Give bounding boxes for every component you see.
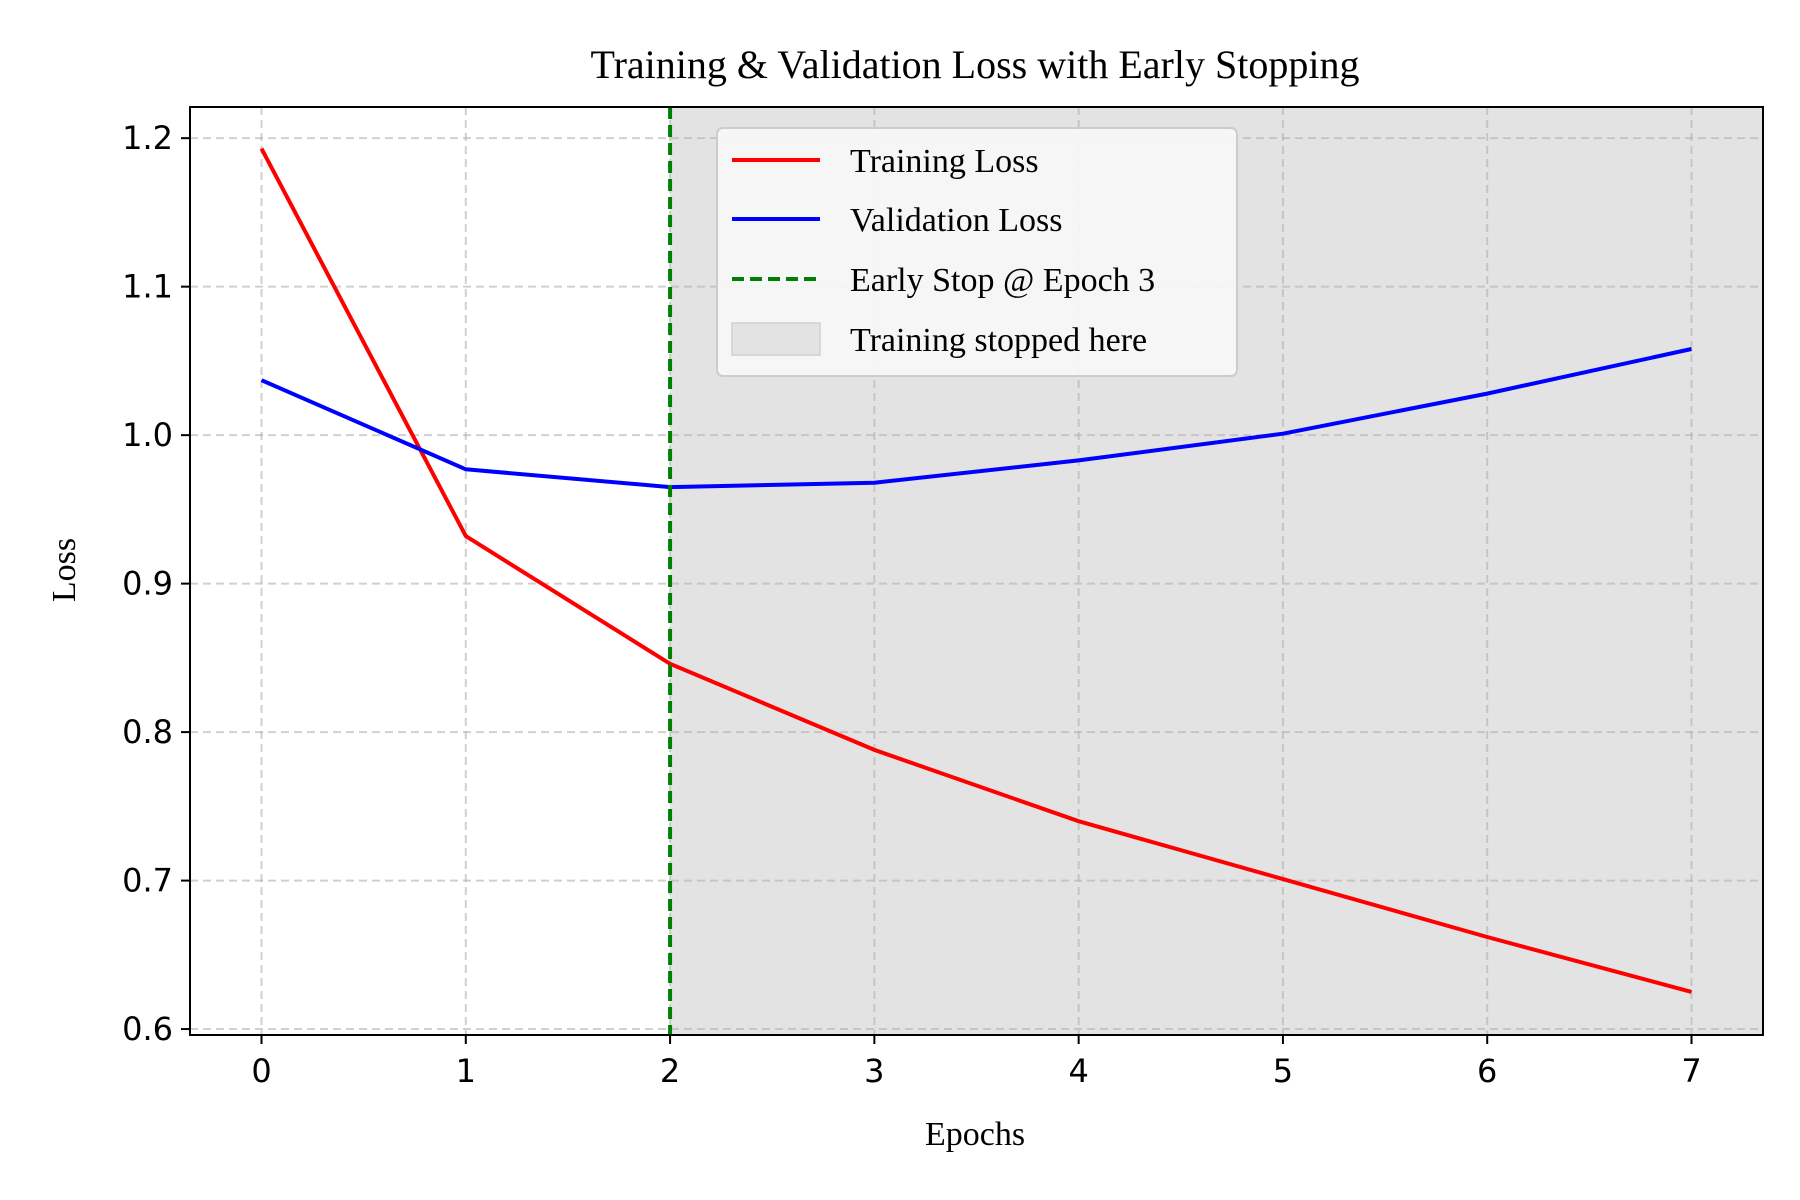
x-tick-label: 1 (456, 1052, 476, 1090)
series-line-validation-loss (260, 347, 1692, 490)
y-tick-label: 0.9 (122, 565, 173, 603)
chart-title: Training & Validation Loss with Early St… (591, 42, 1360, 87)
x-tick-label: 4 (1068, 1052, 1088, 1090)
legend-label-stopped-region: Training stopped here (850, 322, 1147, 359)
y-tick-label: 1.2 (122, 119, 173, 157)
y-tick-label: 0.7 (122, 862, 173, 900)
x-tick-label: 5 (1273, 1052, 1293, 1090)
x-axis-label: Epochs (925, 1116, 1025, 1153)
legend-label-early-stop: Early Stop @ Epoch 3 (850, 262, 1155, 299)
legend-frame (716, 127, 1238, 377)
legend-label-validation-loss: Validation Loss (850, 202, 1062, 239)
plot-frame (189, 106, 1764, 1036)
y-tick-label: 1.0 (122, 416, 173, 454)
legend-swatch-stopped-region (731, 322, 821, 356)
legend-label-training-loss: Training Loss (850, 143, 1039, 180)
legend: Training Loss Validation Loss Early Stop… (716, 127, 1238, 377)
y-tick-label: 0.6 (122, 1010, 173, 1048)
x-tick-label: 3 (864, 1052, 884, 1090)
y-tick-label: 1.1 (122, 268, 173, 306)
y-axis-label: Loss (46, 538, 83, 602)
x-tick-label: 2 (660, 1052, 680, 1090)
x-tick-label: 7 (1681, 1052, 1701, 1090)
series-line-training-loss (259, 147, 1693, 994)
y-tick-label: 0.8 (122, 713, 173, 751)
x-tick-label: 0 (251, 1052, 271, 1090)
x-tick-label: 6 (1477, 1052, 1497, 1090)
